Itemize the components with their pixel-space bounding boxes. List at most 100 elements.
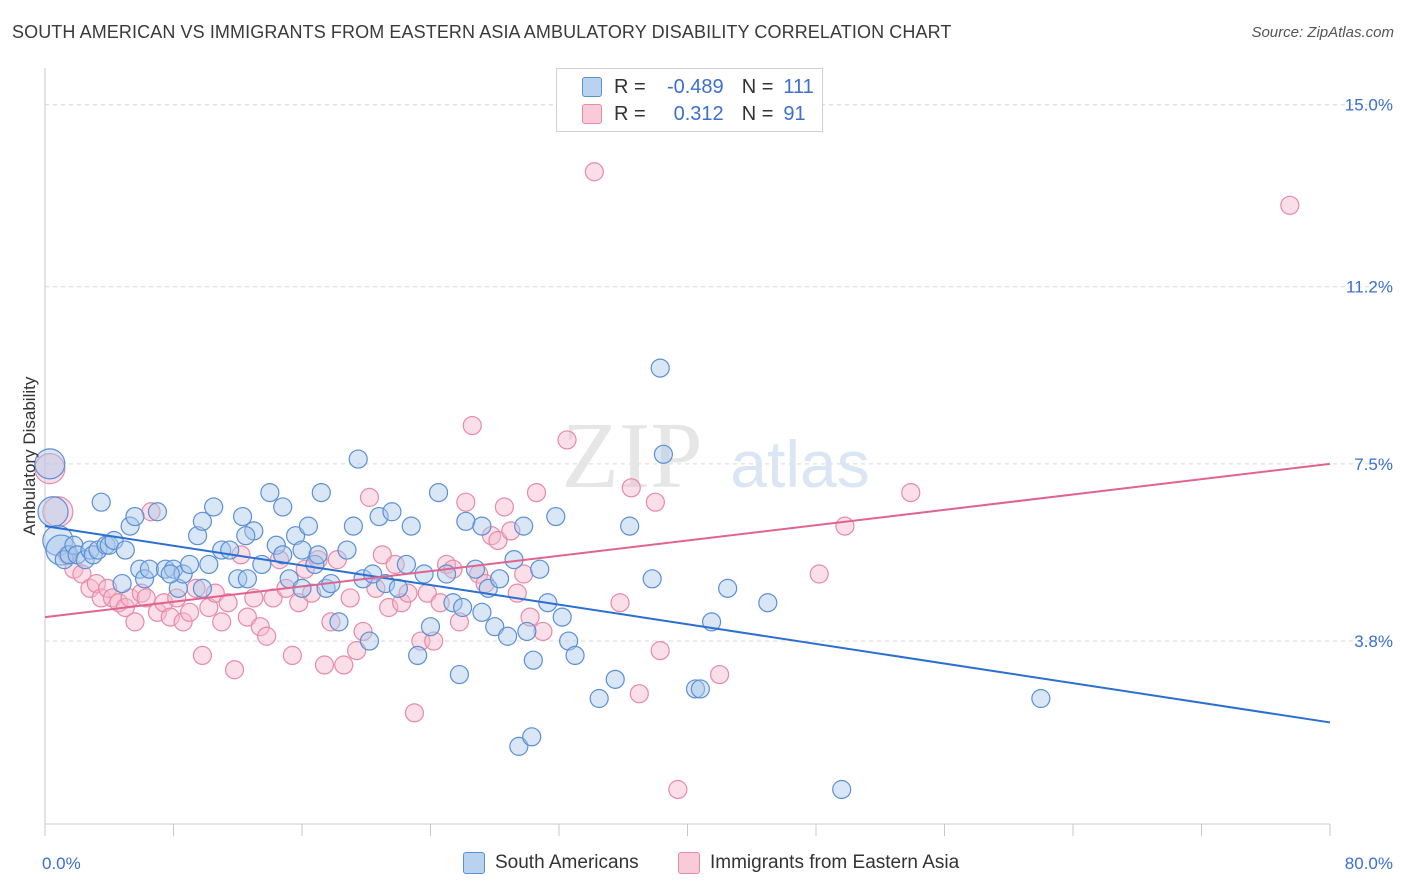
eastern-asia-point (347, 641, 367, 661)
south-americans-point (187, 526, 208, 546)
n-value: 91 (783, 102, 806, 125)
legend-label: Immigrants from Eastern Asia (710, 852, 960, 873)
eastern-asia-point (91, 588, 111, 608)
r-value: -0.489 (666, 75, 724, 98)
axes (44, 68, 1331, 836)
south-americans-point (420, 617, 441, 637)
r-label: R = (614, 102, 646, 125)
south-americans-point (120, 516, 140, 536)
south-americans-point (266, 535, 286, 555)
r-value: 0.312 (673, 102, 724, 125)
y-tick-label: 3.8% (1354, 632, 1393, 651)
eastern-asia-point (449, 612, 470, 632)
south-americans-point (832, 779, 852, 800)
eastern-asia-point (610, 593, 630, 613)
eastern-asia-point (584, 162, 604, 182)
south-americans-point (489, 569, 510, 589)
south-americans-point (559, 631, 579, 651)
south-americans-point (147, 502, 168, 522)
stats-row-south-americans: R = -0.489 N = 111 (557, 73, 814, 101)
south-americans-point (192, 511, 213, 531)
eastern-asia-point (501, 521, 521, 541)
watermark-zip: ZIP (562, 404, 703, 508)
south-americans-point (653, 444, 674, 464)
south-americans-point (192, 578, 213, 598)
south-americans-point (130, 559, 150, 579)
eastern-asia-point (645, 492, 665, 512)
eastern-asia-point (218, 593, 238, 613)
south-americans-point (204, 497, 224, 517)
south-americans-point (401, 516, 421, 536)
eastern-asia-point (901, 482, 921, 503)
eastern-asia-point (160, 607, 180, 627)
south-americans-point (236, 526, 256, 546)
legend-swatch-blue (463, 852, 485, 874)
eastern-asia-point (650, 641, 670, 661)
south-americans-point (273, 545, 293, 565)
eastern-asia-point (621, 478, 641, 498)
legend-swatch-pink (678, 852, 700, 874)
south-americans-point (168, 578, 188, 598)
y-tick-label: 15.0% (1345, 96, 1393, 115)
eastern-asia-point (494, 497, 514, 517)
y-tick-labels: 3.8% 7.5% 11.2% 15.0% (1345, 96, 1393, 651)
south-americans-point (139, 559, 160, 579)
south-americans-point (34, 448, 66, 480)
eastern-asia-point (629, 684, 649, 704)
eastern-asia-point (250, 617, 270, 637)
x-tick-label: 0.0% (42, 854, 81, 873)
legend-swatch-blue (582, 77, 602, 97)
south-americans-point (298, 516, 319, 536)
eastern-asia-point (72, 564, 92, 584)
eastern-asia-point (136, 588, 156, 608)
south-americans-point (449, 664, 470, 685)
south-americans-point (220, 540, 240, 560)
eastern-asia-point (391, 593, 412, 613)
eastern-asia-point (340, 588, 360, 608)
south-americans-point (589, 688, 609, 709)
eastern-asia-point (212, 612, 232, 632)
south-americans-point (758, 593, 778, 613)
eastern-asia-point (404, 703, 425, 723)
chart-title: SOUTH AMERICAN VS IMMIGRANTS FROM EASTER… (12, 22, 952, 42)
eastern-asia-point (710, 664, 730, 685)
eastern-asia-point (289, 593, 309, 613)
south-americans-point (260, 482, 280, 503)
south-americans-point (718, 578, 738, 598)
eastern-asia-point (224, 660, 245, 680)
south-americans-point (642, 569, 662, 589)
eastern-asia-point (557, 430, 577, 450)
eastern-asia-point (809, 564, 829, 584)
south-americans-point (311, 482, 331, 503)
south-americans-point (382, 502, 402, 522)
south-americans-point (443, 593, 463, 613)
south-americans-point (465, 559, 486, 579)
south-americans-point (343, 516, 363, 536)
south-americans-point (179, 554, 200, 575)
south-americans-point (565, 645, 585, 666)
south-americans-point (329, 612, 349, 632)
eastern-asia-point (282, 645, 302, 666)
south-americans-point (650, 358, 670, 378)
south-americans-point (509, 736, 529, 756)
south-americans-point (605, 669, 625, 689)
eastern-asia-point (835, 516, 855, 536)
south-americans-point (292, 578, 312, 598)
south-americans-point (359, 631, 380, 651)
eastern-asia-point (98, 578, 118, 598)
eastern-asia-point (321, 612, 341, 632)
trend-line-eastern-asia (44, 462, 1331, 619)
eastern-asia-point (257, 626, 277, 646)
south-americans-point (685, 679, 706, 699)
south-americans-point (37, 496, 69, 528)
trend-line-south-americans (44, 525, 1331, 724)
south-americans-point (546, 506, 566, 527)
eastern-asia-point (125, 612, 145, 632)
y-tick-label: 7.5% (1354, 455, 1393, 474)
south-americans-point (228, 569, 248, 589)
stats-legend: R = -0.489 N = 111 R = 0.312 N = 91 (556, 68, 823, 132)
south-americans-point (517, 621, 537, 642)
south-americans-point (485, 617, 505, 637)
eastern-asia-point (86, 573, 107, 594)
eastern-asia-point (42, 496, 74, 528)
